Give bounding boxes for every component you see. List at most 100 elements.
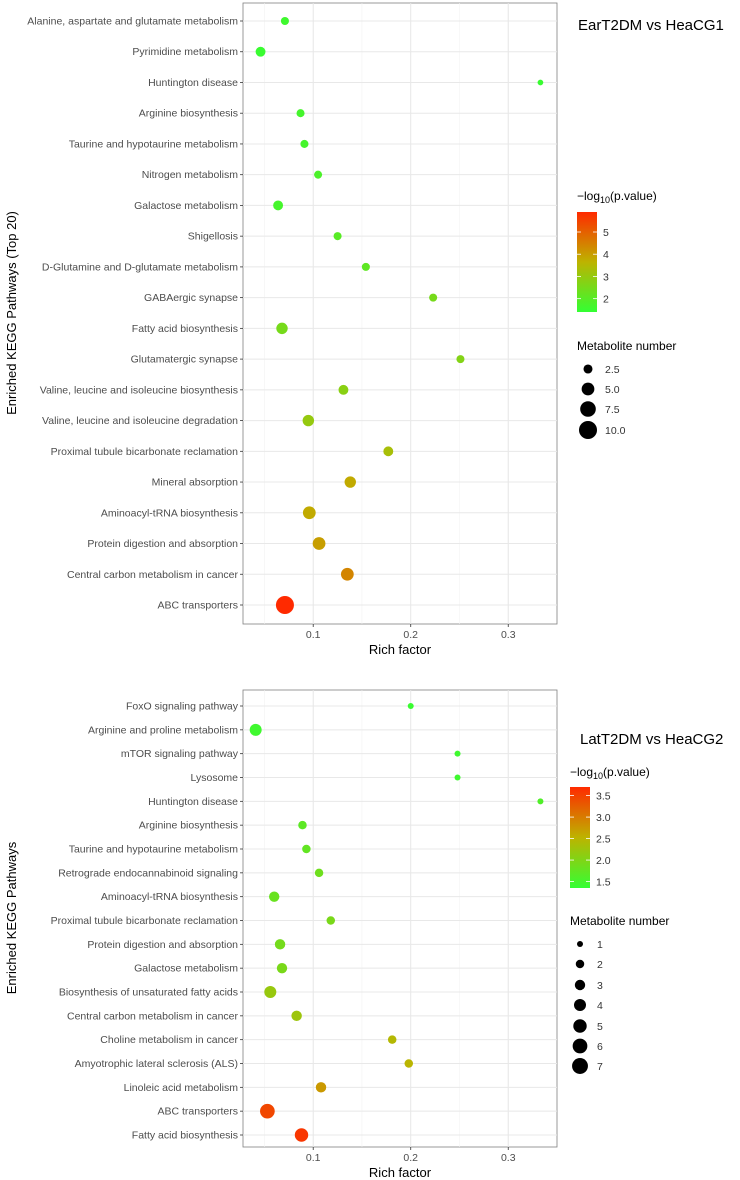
size-legend-dot [583,364,593,374]
size-legend-dot [580,401,596,417]
pathway-label: Fatty acid biosynthesis [132,1130,238,1142]
size-legend-dot [572,1038,588,1054]
data-point [302,506,316,520]
data-point [260,1103,275,1119]
color-legend-label: 2.0 [596,855,611,867]
data-point [296,109,305,118]
pathway-label: mTOR signaling pathway [121,748,239,760]
size-legend-dot [574,979,586,991]
pathway-label: Fatty acid biosynthesis [132,323,238,335]
color-legend-label: 2 [603,294,609,306]
data-point [312,537,326,550]
size-legend-dot [572,1058,588,1074]
pathway-label: Shigellosis [188,231,238,243]
x-tick-label: 0.3 [501,629,516,641]
x-axis-title: Rich factor [369,642,432,657]
color-bar [577,212,597,312]
data-point [326,916,336,925]
size-legend-label: 10.0 [605,425,626,437]
size-legend-label: 6 [597,1041,603,1053]
data-point [429,293,438,302]
size-legend-label: 3 [597,980,603,992]
plot-panel [242,689,558,1148]
pathway-label: Pyrimidine metabolism [132,46,238,58]
legend-title-prefix: −log [570,765,593,779]
legend-title-prefix: −log [577,189,600,203]
pathway-label: Taurine and hypotaurine metabolism [69,138,239,150]
legend-title-subscript: 10 [600,195,610,205]
pathway-label: Arginine and proline metabolism [88,724,238,736]
size-legend-label: 7 [597,1061,603,1073]
data-point [280,16,289,26]
pathway-label: Aminoacyl-tRNA biosynthesis [101,891,238,903]
data-point [249,723,262,736]
pathway-label: Amyotrophic lateral sclerosis (ALS) [75,1058,238,1070]
size-legend-dot [577,941,583,947]
size-legend-label: 4 [597,1000,603,1012]
plot-panel [242,2,558,625]
size-legend-label: 2 [597,959,603,971]
data-point [275,595,294,615]
data-point [300,139,309,148]
pathway-label: Alanine, aspartate and glutamate metabol… [27,16,238,28]
size-legend-dot [581,382,595,396]
pathway-label: Retrograde endocannabinoid signaling [58,867,238,879]
pathway-label: Proximal tubule bicarbonate reclamation [51,446,239,458]
pathway-label: Protein digestion and absorption [87,939,238,951]
x-tick-label: 0.2 [403,1152,418,1164]
data-point [269,891,280,902]
pathway-label: Arginine biosynthesis [139,820,238,832]
data-point [407,703,414,709]
x-axis-title: Rich factor [369,1165,432,1180]
pathway-label: Mineral absorption [152,477,239,489]
data-point [454,750,461,757]
data-point [314,868,324,878]
pathway-label: Biosynthesis of unsaturated fatty acids [59,987,238,999]
pathway-label: Lysosome [191,772,239,784]
pathway-label: Proximal tubule bicarbonate reclamation [51,915,239,927]
pathway-label: Valine, leucine and isoleucine degradati… [42,415,238,427]
color-legend-label: 3.5 [596,791,611,803]
data-point [255,46,266,57]
pathway-label: Arginine biosynthesis [139,108,238,120]
color-legend-title: −log10(p.value) [570,765,650,781]
legend-title-subscript: 10 [593,771,603,781]
pathway-label: Valine, leucine and isoleucine biosynthe… [40,384,238,396]
pathway-label: Linoleic acid metabolism [124,1082,239,1094]
chart-title: LatT2DM vs HeaCG2 [580,731,723,748]
x-tick-label: 0.1 [306,629,321,641]
data-point [276,962,288,974]
data-point [273,200,284,211]
data-point [298,820,307,830]
data-point [387,1035,397,1044]
data-point [302,844,311,854]
data-point [454,774,461,781]
size-legend-label: 2.5 [605,364,620,376]
pathway-label: ABC transporters [157,600,238,612]
pathway-label: Aminoacyl-tRNA biosynthesis [101,507,238,519]
data-point [314,170,323,179]
pathway-label: Central carbon metabolism in cancer [67,569,238,581]
data-point [340,567,354,581]
pathway-label: Choline metabolism in cancer [100,1034,238,1046]
size-legend-dot [578,420,598,440]
color-legend-label: 5 [603,227,609,239]
x-tick-label: 0.1 [306,1152,321,1164]
data-point [302,414,315,427]
data-point [291,1010,302,1022]
size-legend-dot [573,1019,587,1033]
size-legend-label: 7.5 [605,404,620,416]
size-legend-dot [575,959,585,969]
data-point [344,476,356,488]
size-legend-title: Metabolite number [570,914,669,928]
chart-title: EarT2DM vs HeaCG1 [578,17,724,34]
data-point [315,1082,327,1093]
pathway-label: Nitrogen metabolism [142,169,239,181]
size-legend-label: 1 [597,939,603,951]
y-axis-title: Enriched KEGG Pathways (Top 20) [4,211,19,415]
color-legend-label: 3 [603,271,609,283]
pathway-label: D-Glutamine and D-glutamate metabolism [42,261,238,273]
pathway-label: Galactose metabolism [134,200,238,212]
data-point [333,232,342,241]
